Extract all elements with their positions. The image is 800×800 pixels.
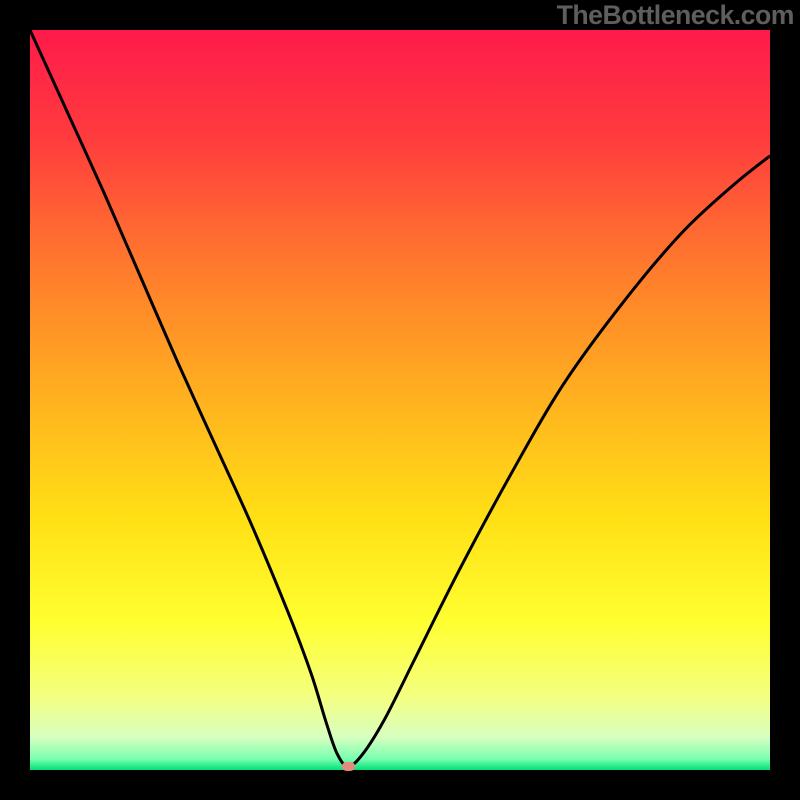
watermark-text: TheBottleneck.com: [557, 0, 794, 31]
bottleneck-curve: [30, 30, 770, 770]
plot-area: [30, 30, 770, 770]
minimum-marker: [342, 762, 355, 771]
curve-path: [30, 30, 770, 766]
chart-stage: TheBottleneck.com: [0, 0, 800, 800]
